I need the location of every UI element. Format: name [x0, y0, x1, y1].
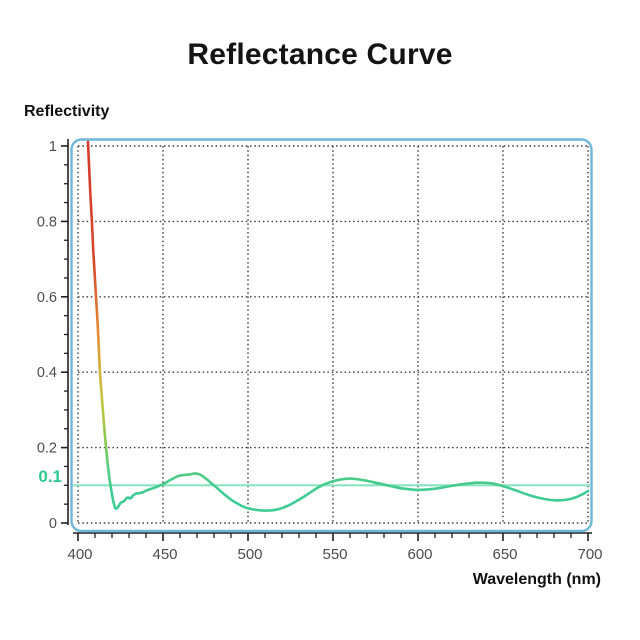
- y-tick-label: 1: [49, 139, 57, 155]
- chart-title: Reflectance Curve: [187, 38, 453, 71]
- x-tick-label: 450: [152, 546, 177, 563]
- x-tick-label: 500: [237, 546, 262, 563]
- y-tick-label: 0.2: [37, 441, 57, 457]
- x-tick-label: 700: [577, 546, 602, 563]
- y-tick-label: 0.8: [37, 214, 57, 230]
- y-tick-label: 0: [49, 516, 57, 532]
- reflectance-curve: [85, 140, 590, 512]
- reference-value-label: 0.1: [38, 467, 62, 486]
- y-tick-label: 0.4: [37, 365, 57, 381]
- y-tick-label: 0.6: [37, 290, 57, 306]
- x-tick-label: 650: [492, 546, 517, 563]
- x-axis-title: Wavelength (nm): [472, 571, 601, 588]
- plot-frame: [70, 138, 593, 533]
- x-tick-label: 600: [407, 546, 432, 563]
- y-axis-title: Reflectivity: [24, 103, 110, 120]
- x-tick-label: 550: [322, 546, 347, 563]
- x-tick-label: 400: [67, 546, 92, 563]
